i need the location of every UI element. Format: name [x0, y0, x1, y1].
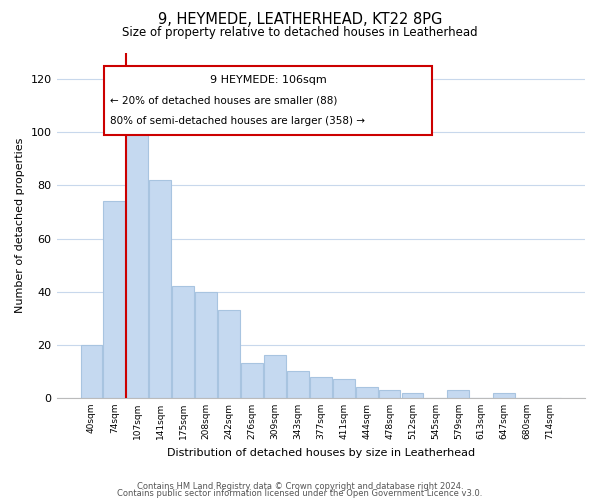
Bar	[493, 392, 515, 398]
Text: ← 20% of detached houses are smaller (88): ← 20% of detached houses are smaller (88…	[110, 96, 338, 106]
Bar	[379, 390, 400, 398]
Text: 80% of semi-detached houses are larger (358) →: 80% of semi-detached houses are larger (…	[110, 116, 365, 126]
Bar	[103, 202, 125, 398]
Y-axis label: Number of detached properties: Number of detached properties	[15, 138, 25, 313]
Bar	[333, 380, 355, 398]
Text: 9, HEYMEDE, LEATHERHEAD, KT22 8PG: 9, HEYMEDE, LEATHERHEAD, KT22 8PG	[158, 12, 442, 28]
Bar	[149, 180, 171, 398]
Bar	[80, 345, 103, 398]
X-axis label: Distribution of detached houses by size in Leatherhead: Distribution of detached houses by size …	[167, 448, 475, 458]
FancyBboxPatch shape	[104, 66, 432, 136]
Bar	[172, 286, 194, 398]
Bar	[241, 364, 263, 398]
Text: Size of property relative to detached houses in Leatherhead: Size of property relative to detached ho…	[122, 26, 478, 39]
Bar	[448, 390, 469, 398]
Text: Contains HM Land Registry data © Crown copyright and database right 2024.: Contains HM Land Registry data © Crown c…	[137, 482, 463, 491]
Text: 9 HEYMEDE: 106sqm: 9 HEYMEDE: 106sqm	[209, 75, 326, 85]
Bar	[401, 392, 424, 398]
Bar	[287, 372, 309, 398]
Bar	[195, 292, 217, 398]
Bar	[127, 132, 148, 398]
Text: Contains public sector information licensed under the Open Government Licence v3: Contains public sector information licen…	[118, 490, 482, 498]
Bar	[264, 356, 286, 398]
Bar	[356, 388, 377, 398]
Bar	[218, 310, 240, 398]
Bar	[310, 376, 332, 398]
